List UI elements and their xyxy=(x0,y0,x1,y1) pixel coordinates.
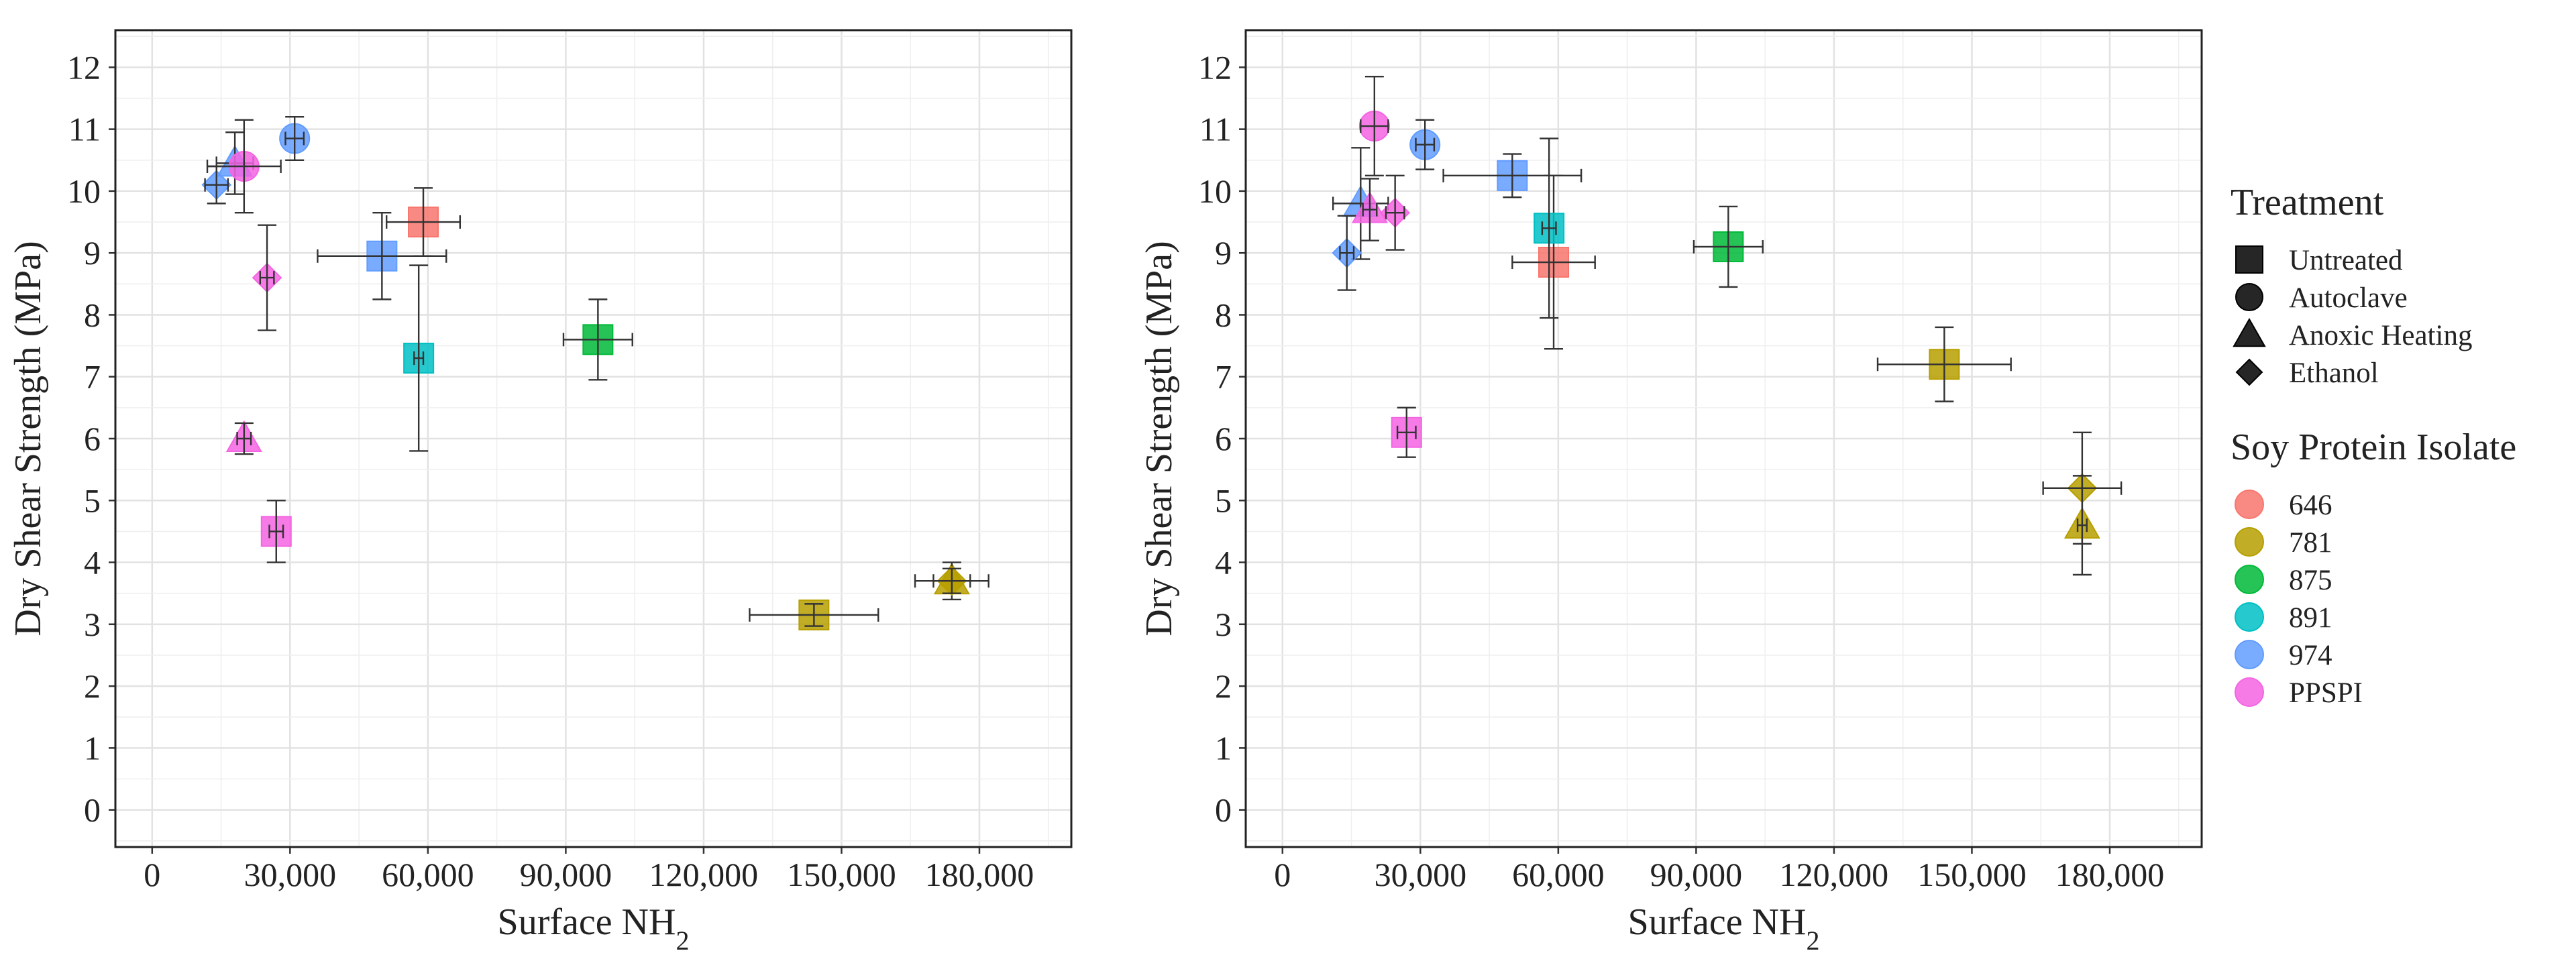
legend-key-ethanol xyxy=(2235,358,2263,386)
x-axis-title-subscript: 2 xyxy=(676,925,689,956)
legend-label-ethanol: Ethanol xyxy=(2289,357,2379,389)
point-ppspi-anoxic-heating-error-bars xyxy=(234,422,254,455)
y-tick-label: 5 xyxy=(1215,482,1232,519)
x-tick-label: 0 xyxy=(1274,856,1291,893)
plot-border xyxy=(1244,29,2203,848)
y-tick-label: 5 xyxy=(84,482,101,519)
point-781-untreated-error-bars xyxy=(1876,326,2012,402)
x-tick-label: 30,000 xyxy=(1375,856,1467,893)
point-ppspi-autoclave-error-bars xyxy=(1360,76,1389,177)
data-points xyxy=(1332,76,2123,576)
left-scatter-chart: 0 30,000 60,000 90,000 120,000 150,000 180,000… xyxy=(7,29,1073,956)
legend-title-spi: Soy Protein Isolate xyxy=(2231,427,2516,468)
legend-key-autoclave xyxy=(2235,283,2263,311)
y-axis-title: Dry Shear Strength (MPa) xyxy=(7,241,49,636)
y-tick-label: 1 xyxy=(1215,729,1232,767)
x-axis-title-subscript: 2 xyxy=(1806,925,1819,956)
y-tick-label: 10 xyxy=(67,172,101,210)
y-tick-label: 11 xyxy=(68,111,101,148)
legend-label-spi-646: 646 xyxy=(2289,490,2332,521)
y-tick-label: 0 xyxy=(84,791,101,829)
legend-key-spi-781 xyxy=(2235,527,2264,557)
point-ppspi-untreated-error-bars xyxy=(1396,406,1417,458)
y-tick-label: 9 xyxy=(1215,234,1232,272)
legend-key-spi-ppspi xyxy=(2235,677,2264,707)
point-974-autoclave-error-bars xyxy=(284,115,305,161)
y-tick-label: 4 xyxy=(1215,544,1232,581)
legend-title-treatment: Treatment xyxy=(2231,182,2384,223)
legend-key-spi-646 xyxy=(2235,490,2264,519)
point-891-untreated-error-bars xyxy=(409,264,429,452)
point-875-untreated-error-bars xyxy=(562,298,633,381)
y-tick-label: 12 xyxy=(67,48,101,86)
x-tick-label: 30,000 xyxy=(244,856,337,893)
plot-border xyxy=(114,29,1073,848)
y-tick-label: 1 xyxy=(84,729,101,767)
y-tick-label: 3 xyxy=(1215,606,1232,643)
gridlines xyxy=(1246,30,2202,847)
point-781-ethanol-error-bars xyxy=(932,567,971,594)
right-scatter-chart: 0 30,000 60,000 90,000 120,000 150,000 180,000… xyxy=(1138,29,2203,956)
legend-label-spi-974: 974 xyxy=(2289,640,2332,671)
point-781-anoxic-heating-error-bars xyxy=(2072,475,2092,576)
y-axis-title: Dry Shear Strength (MPa) xyxy=(1138,241,1180,636)
legend-label-untreated: Untreated xyxy=(2289,245,2403,276)
legend-label-spi-781: 781 xyxy=(2289,527,2332,559)
legend-key-spi-974 xyxy=(2235,640,2264,669)
x-tick-label: 60,000 xyxy=(382,856,474,893)
legend-label-spi-891: 891 xyxy=(2289,602,2332,634)
point-ppspi-ethanol-error-bars xyxy=(258,224,277,331)
y-tick-label: 10 xyxy=(1198,172,1232,210)
point-974-untreated-error-bars xyxy=(317,212,447,300)
legend: Treatment Untreated Autoclave Anoxic Heatin… xyxy=(2231,182,2516,709)
x-tick-label: 90,000 xyxy=(1650,856,1743,893)
y-tick-label: 9 xyxy=(84,234,101,272)
x-axis-title: Surface NH2 xyxy=(1628,901,1820,956)
point-974-autoclave-error-bars xyxy=(1415,119,1436,170)
legend-key-spi-891 xyxy=(2235,602,2264,632)
y-tick-label: 2 xyxy=(84,667,101,705)
y-tick-label: 8 xyxy=(1215,296,1232,333)
point-ppspi-autoclave-error-bars xyxy=(206,119,282,214)
y-tick-label: 7 xyxy=(84,358,101,396)
point-891-untreated-error-bars xyxy=(1540,137,1559,319)
x-tick-label: 0 xyxy=(144,856,160,893)
y-tick-label: 11 xyxy=(1199,111,1232,148)
x-tick-label: 180,000 xyxy=(2055,856,2165,893)
point-ppspi-ethanol-error-bars xyxy=(1385,174,1405,251)
point-974-ethanol-error-bars xyxy=(1337,215,1356,291)
point-ppspi-untreated-error-bars xyxy=(266,500,286,563)
y-tick-label: 2 xyxy=(1215,667,1232,705)
legend-label-spi-ppspi: PPSPI xyxy=(2289,677,2363,709)
x-axis-title: Surface NH2 xyxy=(498,901,690,956)
y-tick-label: 6 xyxy=(1215,420,1232,457)
x-tick-label: 150,000 xyxy=(787,856,896,893)
legend-key-spi-875 xyxy=(2235,565,2264,594)
point-ppspi-anoxic-heating-error-bars xyxy=(1360,178,1379,241)
legend-key-anoxic-heating xyxy=(2233,317,2266,347)
x-tick-label: 60,000 xyxy=(1512,856,1605,893)
point-974-untreated-error-bars xyxy=(1442,153,1582,199)
y-tick-label: 8 xyxy=(84,296,101,333)
y-tick-label: 3 xyxy=(84,606,101,643)
point-781-untreated-error-bars xyxy=(749,603,879,627)
y-tick-label: 7 xyxy=(1215,358,1232,396)
x-tick-label: 120,000 xyxy=(649,856,759,893)
y-tick-label: 6 xyxy=(84,420,101,457)
x-tick-label: 90,000 xyxy=(520,856,612,893)
legend-label-spi-875: 875 xyxy=(2289,565,2332,596)
y-tick-label: 4 xyxy=(84,544,101,581)
y-tick-label: 12 xyxy=(1198,48,1232,86)
x-tick-label: 120,000 xyxy=(1780,856,1889,893)
y-tick-label: 0 xyxy=(1215,791,1232,829)
x-tick-label: 150,000 xyxy=(1917,856,2027,893)
point-875-untreated-error-bars xyxy=(1693,205,1764,288)
legend-label-anoxic-heating: Anoxic Heating xyxy=(2289,320,2472,351)
x-tick-label: 180,000 xyxy=(925,856,1034,893)
legend-key-untreated xyxy=(2235,245,2263,274)
gridlines xyxy=(115,30,1071,847)
legend-label-autoclave: Autoclave xyxy=(2289,282,2408,314)
data-points xyxy=(201,115,989,630)
